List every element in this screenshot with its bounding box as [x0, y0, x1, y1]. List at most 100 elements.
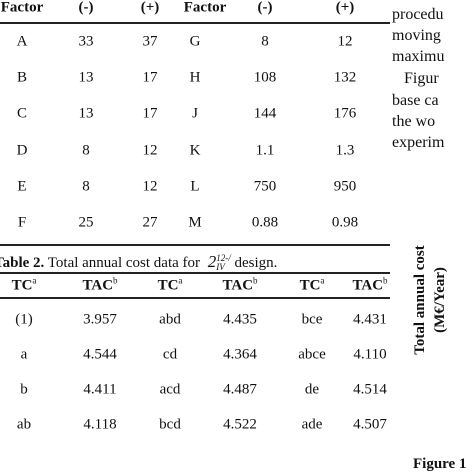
table-cell: 0.88 — [251, 214, 279, 231]
body-text: base ca — [392, 92, 439, 109]
table-cell: 4.435 — [223, 311, 257, 328]
table-cell: 17 — [142, 105, 158, 122]
table-cell: bce — [301, 311, 323, 328]
table-cell: G — [189, 33, 201, 50]
table-cell: b — [20, 381, 28, 398]
table-cell: 4.431 — [353, 311, 387, 328]
body-text: experim — [392, 134, 445, 151]
header-footnote: b — [253, 275, 258, 286]
table-cell: 108 — [253, 69, 277, 86]
table-cell: 8 — [261, 33, 269, 50]
header-text: TC — [299, 277, 321, 294]
header-cell: Factor — [0, 0, 44, 16]
table-cell: 4.110 — [353, 346, 387, 363]
table-cell: bcd — [159, 416, 181, 433]
caption-text: Total annual cost data for — [47, 255, 201, 271]
table-cell: 8 — [82, 178, 90, 195]
design-sup: 12-/ — [216, 253, 231, 264]
table-cell: acd — [159, 381, 181, 398]
table-cell: 750 — [253, 178, 277, 195]
header-cell: (-) — [257, 0, 273, 16]
design-base: 2 — [207, 252, 217, 271]
design-sub: IV — [216, 262, 225, 273]
header-text: TAC — [222, 277, 254, 294]
table-cell: M — [188, 214, 202, 231]
table-cell: cd — [162, 346, 178, 363]
table-cell: 12 — [337, 33, 353, 50]
table-cell: 4.118 — [83, 416, 117, 433]
table-rule — [0, 22, 390, 24]
table-cell: abce — [298, 346, 326, 363]
body-text: moving — [392, 27, 441, 44]
table-cell: 4.522 — [223, 416, 257, 433]
header-cell: TCa — [12, 276, 37, 295]
header-cell: (+) — [335, 0, 355, 16]
table-cell: 27 — [142, 214, 158, 231]
table-cell: A — [16, 33, 28, 50]
header-cell: TACb — [352, 276, 387, 295]
table-cell: ab — [16, 416, 32, 433]
header-cell: TCa — [158, 276, 183, 295]
table-cell: 0.98 — [331, 214, 359, 231]
table-cell: 144 — [253, 105, 277, 122]
caption-label: Table 2. — [0, 255, 45, 271]
table-cell: a — [20, 346, 28, 363]
header-text: TAC — [82, 277, 114, 294]
table-cell: 13 — [78, 69, 94, 86]
table-cell: F — [17, 214, 27, 231]
header-cell: (-) — [78, 0, 94, 16]
header-cell: Factor — [183, 0, 227, 16]
table-cell: ade — [301, 416, 323, 433]
table-cell: H — [189, 69, 201, 86]
table-cell: K — [189, 142, 201, 159]
table-cell: D — [16, 142, 28, 159]
table-cell: 4.514 — [353, 381, 387, 398]
table-cell: 4.507 — [353, 416, 387, 433]
body-text: maximu — [392, 48, 445, 65]
table-cell: 12 — [142, 178, 158, 195]
caption-suffix: design. — [234, 255, 278, 271]
table-cell: 37 — [142, 33, 158, 50]
body-text: Figur — [404, 70, 439, 87]
body-text: the wo — [392, 113, 436, 130]
table-cell: 8 — [82, 142, 90, 159]
table-rule — [0, 244, 390, 246]
header-cell: TACb — [222, 276, 257, 295]
header-cell: (+) — [140, 0, 160, 16]
header-cell: TCa — [300, 276, 325, 295]
table-cell: 4.364 — [223, 346, 257, 363]
header-text: TAC — [352, 277, 384, 294]
axis-label-line: Total annual cost — [412, 245, 428, 355]
table-cell: abd — [159, 311, 181, 328]
design-notation: 2 12-/IV — [207, 252, 231, 273]
table-cell: 1.3 — [335, 142, 355, 159]
table-cell: 17 — [142, 69, 158, 86]
header-footnote: a — [320, 275, 325, 286]
axis-label-line: (M€/Year) — [432, 267, 448, 333]
header-text: TC — [11, 277, 33, 294]
table-cell: 4.487 — [223, 381, 257, 398]
table-cell: 3.957 — [83, 311, 117, 328]
table-cell: L — [190, 178, 200, 195]
table-rule — [0, 272, 390, 274]
table-caption: Table 2. Total annual cost data for 212-… — [0, 252, 277, 272]
header-footnote: b — [113, 275, 118, 286]
table-cell: J — [192, 105, 198, 122]
table-cell: 4.411 — [83, 381, 117, 398]
table-cell: B — [16, 69, 28, 86]
body-text: procedu — [392, 6, 444, 23]
table-rule — [0, 297, 390, 299]
table-cell: (1) — [15, 311, 33, 328]
table-cell: 1.1 — [255, 142, 275, 159]
table-cell: 950 — [333, 178, 357, 195]
table-cell: 4.544 — [83, 346, 117, 363]
header-cell: TACb — [82, 276, 117, 295]
table-cell: E — [17, 178, 27, 195]
figure-caption: Figure 1 — [413, 456, 467, 472]
table-cell: C — [16, 105, 28, 122]
header-footnote: a — [178, 275, 183, 286]
header-footnote: b — [383, 275, 388, 286]
table-cell: 12 — [142, 142, 158, 159]
table-cell: 132 — [333, 69, 357, 86]
